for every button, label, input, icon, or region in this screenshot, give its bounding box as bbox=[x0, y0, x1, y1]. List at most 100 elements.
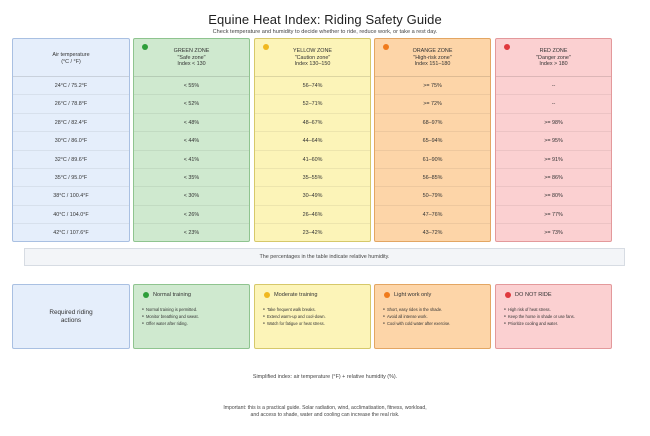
humidity-cell: >= 98% bbox=[496, 114, 611, 133]
header-line3: Index 130–150 bbox=[294, 61, 331, 68]
column-cells: 24°C / 75.2°F 26°C / 78.8°F 28°C / 82.4°F 3… bbox=[13, 77, 129, 243]
actions-heading-card: Required riding actions bbox=[12, 284, 130, 349]
temperature-cell: 32°C / 89.6°F bbox=[13, 151, 129, 169]
header-line1: ORANGE ZONE bbox=[412, 48, 453, 54]
yellow-dot-icon bbox=[264, 292, 270, 298]
column-cells: -- -- >= 98% >= 95% >= 91% >= 86% >= 80% >= 77%… bbox=[496, 77, 611, 243]
action-card: Moderate training Take frequent walk brea… bbox=[254, 284, 371, 349]
temperature-cell: 28°C / 82.4°F bbox=[13, 114, 129, 133]
humidity-cell: < 30% bbox=[134, 187, 249, 206]
humidity-cell: < 55% bbox=[134, 77, 249, 96]
action-list: Take frequent walk breaks.Extend warm-up… bbox=[263, 306, 326, 328]
humidity-cell: 26–46% bbox=[255, 206, 370, 225]
humidity-cell: < 26% bbox=[134, 206, 249, 225]
header-line3: Index 151–180 bbox=[414, 61, 451, 68]
temperature-cell: 40°C / 104.0°F bbox=[13, 206, 129, 225]
humidity-cell: 56–74% bbox=[255, 77, 370, 96]
humidity-cell: 43–72% bbox=[422, 230, 443, 237]
green-dot-icon bbox=[142, 44, 148, 50]
orange-dot-icon bbox=[383, 44, 389, 50]
humidity-cell: -- bbox=[496, 95, 611, 114]
action-title: Moderate training bbox=[274, 292, 318, 298]
header-line2: "Caution zone" bbox=[294, 54, 331, 61]
humidity-cell: >= 80% bbox=[496, 187, 611, 206]
humidity-cell: 65–94% bbox=[375, 132, 490, 151]
zone-header: YELLOW ZONE "Caution zone" Index 130–150 bbox=[255, 39, 370, 77]
action-list-item: Watch for fatigue or heat stress. bbox=[263, 320, 326, 327]
temperature-cell: 35°C / 95.0°F bbox=[13, 169, 129, 188]
page-title: Equine Heat Index: Riding Safety Guide bbox=[208, 12, 442, 27]
zone-column-1: GREEN ZONE "Safe zone" Index < 130 < 55% < 5… bbox=[133, 38, 250, 242]
humidity-cell: 47–76% bbox=[375, 206, 490, 225]
zone-header: ORANGE ZONE "High-risk zone" Index 151–180 bbox=[375, 39, 490, 77]
humidity-cell: 23–42% bbox=[302, 230, 323, 237]
humidity-cell: >= 86% bbox=[496, 169, 611, 188]
header-line1: YELLOW ZONE bbox=[293, 48, 332, 54]
action-list-item: Keep the horse in shade or use fans. bbox=[504, 313, 575, 320]
footer-disclaimer: Important: this is a practical guide. So… bbox=[0, 405, 650, 419]
humidity-cell: 50–79% bbox=[375, 187, 490, 206]
orange-dot-icon bbox=[384, 292, 390, 298]
humidity-cell: >= 77% bbox=[496, 206, 611, 225]
header-line1: Air temperature bbox=[52, 52, 90, 58]
humidity-cell: 35–55% bbox=[255, 169, 370, 188]
header-line2: "High-risk zone" bbox=[413, 54, 452, 61]
humidity-cell: < 35% bbox=[134, 169, 249, 188]
column-cells: >= 75% >= 72% 68–97% 65–94% 61–90% 56–85% 50–7… bbox=[375, 77, 490, 243]
header-line2: (°C / °F) bbox=[61, 58, 81, 65]
action-list-item: Extend warm-up and cool-down. bbox=[263, 313, 326, 320]
zone-header: RED ZONE "Danger zone" Index > 180 bbox=[496, 39, 611, 77]
header-line1: RED ZONE bbox=[539, 48, 568, 54]
yellow-dot-icon bbox=[263, 44, 269, 50]
humidity-cell: 30–49% bbox=[255, 187, 370, 206]
header-line1: GREEN ZONE bbox=[173, 48, 210, 54]
action-list-item: Monitor breathing and sweat. bbox=[142, 313, 199, 320]
temperature-cell: 38°C / 100.4°F bbox=[13, 187, 129, 206]
zone-header: GREEN ZONE "Safe zone" Index < 130 bbox=[134, 39, 249, 77]
header-line2: "Danger zone" bbox=[536, 54, 571, 61]
action-list-item: Cool with cold water after exercise. bbox=[383, 320, 450, 327]
humidity-cell: >= 72% bbox=[375, 95, 490, 114]
green-dot-icon bbox=[143, 292, 149, 298]
action-list-item: Avoid all intense work. bbox=[383, 313, 450, 320]
simplified-index-note: Simplified index: air temperature (°F) +… bbox=[252, 374, 398, 380]
red-dot-icon bbox=[505, 292, 511, 298]
action-list: Short, easy rides in the shade.Avoid all… bbox=[383, 306, 450, 328]
actions-heading-line1: Required riding bbox=[49, 309, 93, 316]
humidity-cell: >= 95% bbox=[496, 132, 611, 151]
humidity-cell: >= 73% bbox=[544, 230, 563, 237]
humidity-cell: 44–64% bbox=[255, 132, 370, 151]
footer-line1: Important: this is a practical guide. So… bbox=[223, 405, 427, 411]
actions-heading: Required riding actions bbox=[13, 309, 129, 325]
action-card: Normal training Normal training is permit… bbox=[133, 284, 250, 349]
red-dot-icon bbox=[504, 44, 510, 50]
humidity-cell: < 41% bbox=[134, 151, 249, 169]
action-title: Normal training bbox=[153, 292, 191, 298]
zone-column-4: RED ZONE "Danger zone" Index > 180 -- -- >= 9… bbox=[495, 38, 612, 242]
humidity-cell: 48–67% bbox=[255, 114, 370, 133]
header-line3: Index > 180 bbox=[539, 61, 568, 68]
zone-column-2: YELLOW ZONE "Caution zone" Index 130–150 56… bbox=[254, 38, 371, 242]
humidity-cell: -- bbox=[496, 77, 611, 96]
action-card: DO NOT RIDE High risk of heat stress.Keep… bbox=[495, 284, 612, 349]
humidity-cell: 68–97% bbox=[375, 114, 490, 133]
humidity-cell: 41–60% bbox=[255, 151, 370, 169]
humidity-cell: 56–85% bbox=[375, 169, 490, 188]
zone-column-3: ORANGE ZONE "High-risk zone" Index 151–180… bbox=[374, 38, 491, 242]
temperature-cell: 26°C / 78.8°F bbox=[13, 95, 129, 114]
temperature-cell: 24°C / 75.2°F bbox=[13, 77, 129, 96]
temperature-cell: 30°C / 86.0°F bbox=[13, 132, 129, 151]
humidity-cell: < 23% bbox=[183, 230, 200, 237]
action-list-item: Offer water after riding. bbox=[142, 320, 199, 327]
action-title: Light work only bbox=[394, 292, 432, 298]
action-list-item: Prioritize cooling and water. bbox=[504, 320, 575, 327]
header-line2: "Safe zone" bbox=[177, 54, 206, 61]
temperature-column: Air temperature (°C / °F) 24°C / 75.2°F 26°… bbox=[12, 38, 130, 242]
page-subtitle: Check temperature and humidity to decide… bbox=[212, 29, 438, 35]
action-list-item: Short, easy rides in the shade. bbox=[383, 306, 450, 313]
humidity-cell: < 48% bbox=[134, 114, 249, 133]
temperature-cell: 42°C / 107.6°F bbox=[53, 230, 89, 237]
action-list-item: High risk of heat stress. bbox=[504, 306, 575, 313]
actions-heading-line2: actions bbox=[60, 317, 82, 324]
action-list-item: Take frequent walk breaks. bbox=[263, 306, 326, 313]
